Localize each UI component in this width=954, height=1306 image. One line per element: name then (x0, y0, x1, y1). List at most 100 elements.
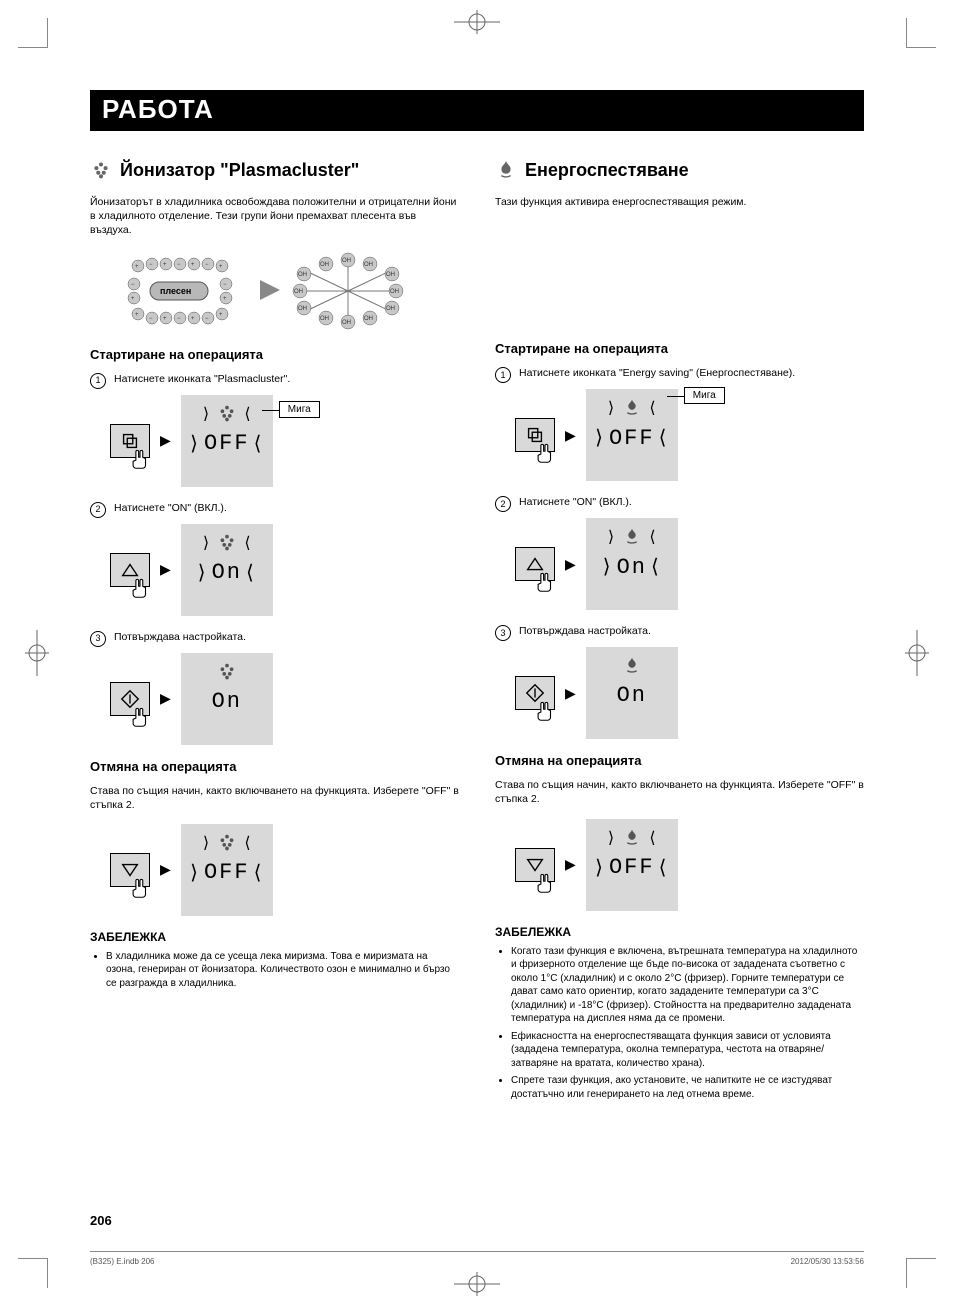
lcd-value: On (212, 689, 242, 714)
leaf-icon (619, 397, 645, 419)
step-text: Натиснете иконката "Plasmacluster". (114, 372, 459, 389)
note-item: Ефикасността на енергоспестяващата функц… (511, 1030, 864, 1071)
menu-button (110, 424, 150, 458)
step-number: 1 (90, 373, 106, 389)
svg-text:−: − (131, 282, 135, 288)
panel-cancel: ▶ ⟩ ⟨ ⟩OFF⟨ (515, 819, 864, 911)
svg-text:OH: OH (320, 316, 329, 322)
step-2: 2 Натиснете "ON" (ВКЛ.). (495, 495, 864, 512)
registration-mark (905, 630, 929, 676)
svg-text:+: + (223, 296, 227, 302)
svg-text:+: + (131, 296, 135, 302)
panel-step1: ▶ ⟩ ⟨ ⟩OFF⟨ Мига (110, 395, 459, 487)
plasmacluster-icon (90, 159, 112, 181)
up-button (515, 547, 555, 581)
blink-callout: Мига (279, 401, 320, 418)
arrow-icon: ▶ (160, 561, 171, 578)
svg-text:OH: OH (390, 289, 399, 295)
start-heading: Стартиране на операцията (90, 347, 459, 362)
svg-text:OH: OH (364, 316, 373, 322)
plasmacluster-icon (214, 832, 240, 854)
step-number: 3 (495, 625, 511, 641)
svg-text:+: + (163, 262, 167, 268)
arrow-icon: ▶ (160, 432, 171, 449)
lcd-value: OFF (204, 860, 250, 885)
svg-text:OH: OH (320, 262, 329, 268)
arrow-icon: ▶ (160, 690, 171, 707)
note-item: В хладилника може да се усеща лека мириз… (106, 950, 459, 991)
footer: 206 (90, 1213, 864, 1228)
svg-text:OH: OH (364, 262, 373, 268)
step-text: Потвърждава настройката. (114, 630, 459, 647)
svg-text:+: + (191, 262, 195, 268)
note-list: Когато тази функция е включена, вътрешна… (495, 945, 864, 1102)
svg-text:−: − (149, 316, 153, 322)
arrow-icon: ▶ (565, 556, 576, 573)
step-text: Натиснете иконката "Energy saving" (Енер… (519, 366, 864, 383)
hand-icon (129, 449, 145, 465)
lcd-value: OFF (609, 426, 655, 451)
lcd-panel: On (586, 647, 678, 739)
svg-text:−: − (177, 316, 181, 322)
lcd-value: OFF (609, 855, 655, 880)
print-rule: (B325) E.indb 206 2012/05/30 13:53:56 (90, 1251, 864, 1252)
lcd-value: On (617, 683, 647, 708)
lcd-panel: ⟩ ⟨ ⟩On⟨ (586, 518, 678, 610)
panel-step2: ▶ ⟩ ⟨ ⟩On⟨ (515, 518, 864, 610)
step-number: 3 (90, 631, 106, 647)
svg-text:+: + (163, 316, 167, 322)
menu-button (515, 418, 555, 452)
svg-text:OH: OH (298, 272, 307, 278)
section-title: Йонизатор "Plasmacluster" (120, 160, 359, 181)
svg-text:−: − (149, 262, 153, 268)
column-plasmacluster: Йонизатор "Plasmacluster" Йонизаторът в … (90, 159, 459, 1105)
crop-mark (906, 18, 936, 48)
mold-label: плесен (160, 286, 191, 296)
arrow-icon: ▶ (565, 856, 576, 873)
step-2: 2 Натиснете "ON" (ВКЛ.). (90, 501, 459, 518)
svg-text:+: + (191, 316, 195, 322)
arrow-icon: ▶ (565, 685, 576, 702)
print-code: (B325) E.indb 206 (90, 1257, 155, 1266)
leaf-icon (619, 655, 645, 677)
lcd-value: On (212, 560, 242, 585)
page-number: 206 (90, 1213, 112, 1228)
intro-text: Тази функция активира енергоспестяващия … (495, 195, 864, 209)
step-1: 1 Натиснете иконката "Plasmacluster". (90, 372, 459, 389)
blink-callout: Мига (684, 387, 725, 404)
svg-text:−: − (177, 262, 181, 268)
panel-step2: ▶ ⟩ ⟨ ⟩On⟨ (110, 524, 459, 616)
leaf-icon (619, 827, 645, 849)
lcd-panel: ⟩ ⟨ ⟩On⟨ (181, 524, 273, 616)
plasmacluster-icon (214, 403, 240, 425)
svg-text:+: + (219, 312, 223, 318)
svg-text:+: + (135, 312, 139, 318)
up-button (110, 553, 150, 587)
enter-button (110, 682, 150, 716)
step-3: 3 Потвърждава настройката. (495, 624, 864, 641)
mold-diagram: + − + − + − + − − + + + − (120, 250, 459, 335)
arrow-icon: ▶ (160, 861, 171, 878)
panel-step3: ▶ On (110, 653, 459, 745)
hand-icon (129, 707, 145, 723)
step-text: Натиснете "ON" (ВКЛ.). (114, 501, 459, 518)
panel-step3: ▶ On (515, 647, 864, 739)
svg-text:+: + (135, 264, 139, 270)
arrow-icon: ▶ (565, 427, 576, 444)
content-columns: Йонизатор "Plasmacluster" Йонизаторът в … (90, 159, 864, 1105)
lcd-value: OFF (204, 431, 250, 456)
section-title: Енергоспестяване (525, 160, 689, 181)
page: РАБОТА Йонизатор "Plasmacluster" Йонизат… (50, 50, 904, 1256)
plasmacluster-icon (214, 532, 240, 554)
step-number: 2 (90, 502, 106, 518)
down-button (110, 853, 150, 887)
intro-text: Йонизаторът в хладилника освобождава пол… (90, 195, 459, 238)
hand-icon (129, 578, 145, 594)
svg-text:OH: OH (386, 272, 395, 278)
svg-text:OH: OH (298, 306, 307, 312)
lcd-value: On (617, 555, 647, 580)
leaf-icon (619, 526, 645, 548)
svg-text:−: − (205, 316, 209, 322)
note-item: Спрете тази функция, ако установите, че … (511, 1074, 864, 1101)
print-date: 2012/05/30 13:53:56 (791, 1257, 864, 1266)
